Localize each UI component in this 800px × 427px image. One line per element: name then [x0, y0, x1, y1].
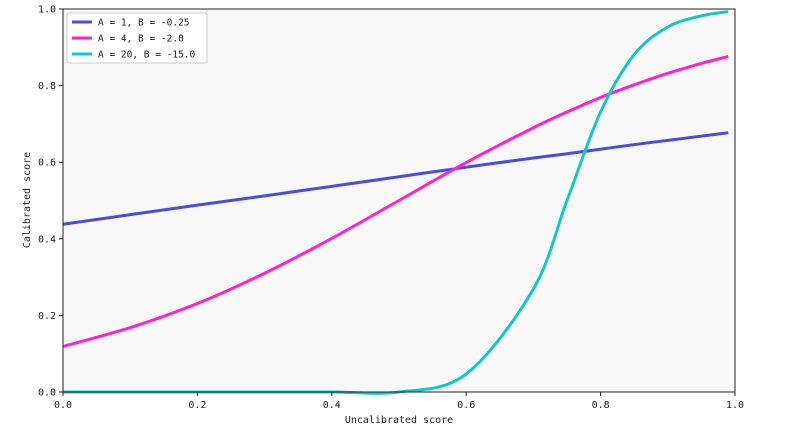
x-axis-ticks: 0.0 0.2 0.4 0.6 0.8 1.0: [54, 392, 744, 411]
x-tick-label: 0.2: [188, 400, 206, 411]
y-axis-ticks: 0.0 0.2 0.4 0.6 0.8 1.0: [38, 5, 63, 399]
y-tick-label: 0.4: [38, 234, 56, 245]
y-tick-label: 0.0: [38, 388, 56, 399]
y-tick-label: 0.6: [38, 158, 56, 169]
y-axis-label: Calibrated score: [22, 152, 33, 248]
legend-label-1: A = 1, B = -0.25: [98, 18, 190, 29]
legend: A = 1, B = -0.25 A = 4, B = -2.0 A = 20, B…: [66, 12, 208, 64]
y-tick-label: 0.2: [38, 311, 56, 322]
x-tick-label: 0.6: [457, 400, 475, 411]
series-line-1: [62, 131, 729, 226]
legend-label-2: A = 4, B = -2.0: [98, 34, 184, 45]
series-line-2: [62, 55, 729, 348]
plot-frame: [62, 8, 736, 393]
legend-box: [66, 12, 208, 64]
y-tick-label: 1.0: [38, 5, 56, 16]
x-tick-label: 1.0: [726, 400, 744, 411]
x-tick-label: 0.8: [592, 400, 610, 411]
x-axis-label: Uncalibrated score: [345, 415, 453, 426]
y-tick-label: 0.8: [38, 81, 56, 92]
legend-label-3: A = 20, B = -15.0: [98, 50, 196, 61]
x-tick-label: 0.4: [323, 400, 341, 411]
x-tick-label: 0.0: [54, 400, 72, 411]
